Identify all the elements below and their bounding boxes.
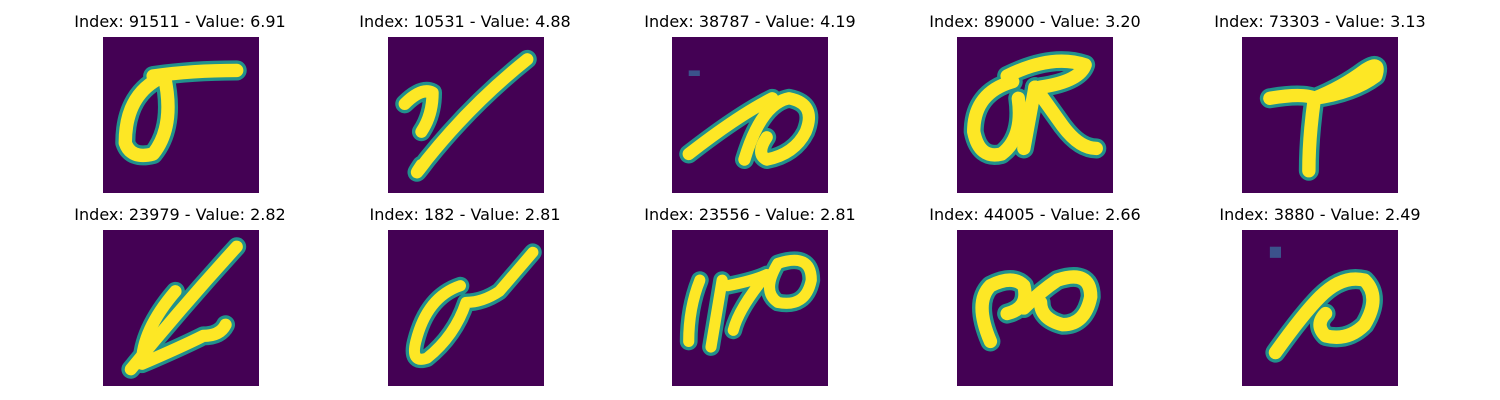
panel-9: Index: 44005 - Value: 2.66 xyxy=(885,193,1185,393)
panel-title: Index: 38787 - Value: 4.19 xyxy=(644,12,856,31)
digit-image xyxy=(103,37,259,193)
panel-5: Index: 73303 - Value: 3.13 xyxy=(1170,0,1470,200)
digit-strokes xyxy=(679,251,821,356)
panel-title: Index: 23979 - Value: 2.82 xyxy=(74,205,286,224)
panel-10: Index: 3880 - Value: 2.49 xyxy=(1170,193,1470,393)
digit-image xyxy=(672,37,828,193)
digit-image xyxy=(388,230,544,386)
digit-image xyxy=(388,37,544,193)
panel-title: Index: 3880 - Value: 2.49 xyxy=(1219,205,1421,224)
panel-1: Index: 91511 - Value: 6.91 xyxy=(30,0,330,200)
digit-strokes xyxy=(1265,246,1383,363)
panel-6: Index: 23979 - Value: 2.82 xyxy=(30,193,330,393)
digit-image xyxy=(1242,230,1398,386)
panel-8: Index: 23556 - Value: 2.81 xyxy=(600,193,900,393)
digit-strokes xyxy=(972,266,1101,352)
digit-image xyxy=(103,230,259,386)
digit-image xyxy=(957,230,1113,386)
panel-title: Index: 73303 - Value: 3.13 xyxy=(1214,12,1426,31)
digit-strokes xyxy=(405,243,542,369)
panel-title: Index: 23556 - Value: 2.81 xyxy=(644,205,856,224)
panel-7: Index: 182 - Value: 2.81 xyxy=(315,193,615,393)
digit-image xyxy=(1242,37,1398,193)
panel-title: Index: 91511 - Value: 6.91 xyxy=(74,12,286,31)
panel-title: Index: 10531 - Value: 4.88 xyxy=(359,12,571,31)
panel-title: Index: 44005 - Value: 2.66 xyxy=(929,205,1141,224)
digit-strokes xyxy=(121,237,247,379)
digit-strokes xyxy=(1259,56,1388,181)
panel-3: Index: 38787 - Value: 4.19 xyxy=(600,0,900,200)
panel-title: Index: 89000 - Value: 3.20 xyxy=(929,12,1141,31)
panel-title: Index: 182 - Value: 2.81 xyxy=(369,205,561,224)
digit-image xyxy=(672,230,828,386)
digit-image xyxy=(957,37,1113,193)
digit-strokes xyxy=(115,60,247,166)
digit-strokes xyxy=(963,51,1107,165)
panel-4: Index: 89000 - Value: 3.20 xyxy=(885,0,1185,200)
digit-strokes xyxy=(679,70,819,170)
panel-2: Index: 10531 - Value: 4.88 xyxy=(315,0,615,200)
digit-strokes xyxy=(395,49,537,182)
